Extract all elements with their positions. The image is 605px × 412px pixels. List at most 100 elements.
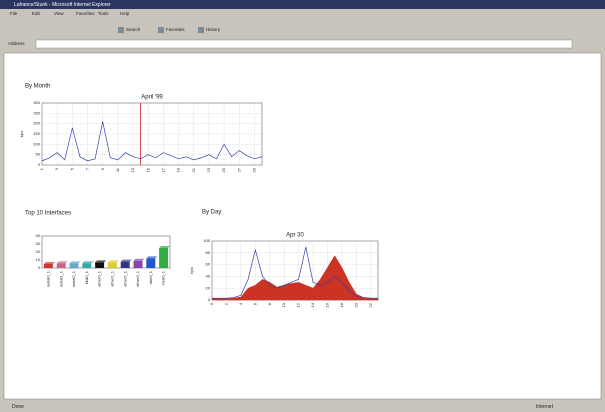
toolbar-button[interactable]: Search [126,27,141,32]
address-label: Address [8,41,25,46]
window-title: Lafrance/Stunk - Microsoft Internet Expl… [14,2,111,8]
x-tick-label: 3 [54,167,59,170]
y-tick-label: 40 [36,233,41,238]
toolbar-icon[interactable] [158,27,164,33]
x-tick-label: 6 [252,302,257,305]
status-text: Done [12,404,24,410]
toolbar-button[interactable]: Favorites [166,27,185,32]
line [41,121,263,162]
x-tick-label: atm0_1 [148,270,153,284]
y-tick-label: 0 [38,265,41,270]
bar [133,260,143,268]
bar-top [120,259,132,262]
x-tick-label: 8 [267,302,272,305]
y-tick-label: 10 [36,257,41,262]
x-tick-label: 9 [100,167,105,170]
x-tick-label: 11 [115,167,120,172]
x-tick-label: ether1_1 [109,270,114,287]
section-title: Top 10 Interfaces [25,211,71,217]
bar [82,263,92,268]
bar [146,258,156,268]
bar-top [43,262,55,264]
x-tick-label: ether3_1 [135,270,140,287]
x-tick-label: 16 [325,302,330,307]
y-tick-label: 0 [208,297,211,302]
x-tick-label: 19 [176,167,181,172]
x-tick-label: 20 [353,302,358,307]
x-tick-label: 0 [209,302,214,305]
y-tick-label: 60 [206,262,211,267]
menu-item[interactable]: Help [120,11,130,16]
x-tick-label: 12 [296,302,301,307]
y-axis-label: bps [189,267,194,273]
bar [95,262,105,268]
x-tick-label: 14 [310,302,315,307]
y-tick-label: 100 [33,141,40,146]
x-tick-label: 5 [69,167,74,170]
y-tick-label: 20 [36,249,41,254]
toolbar-icon[interactable] [118,27,124,33]
x-tick-label: 22 [368,302,373,307]
bar-top [82,261,94,264]
chart-title: Apr 30 [286,233,304,239]
x-tick-label: serial2_1 [71,270,76,287]
bar-top [56,261,68,264]
y-axis-label: bps [19,131,24,137]
bar [107,262,117,268]
y-tick-label: 0 [38,162,41,167]
x-tick-label: 25 [221,167,226,172]
x-tick-label: 23 [206,167,211,172]
y-tick-label: 50 [36,152,41,157]
bar-top [133,258,145,261]
bar [43,264,53,268]
x-tick-label: 18 [339,302,344,307]
x-tick-label: serial0_1 [45,270,50,287]
y-tick-label: 20 [206,285,211,290]
x-tick-label: 21 [191,167,196,172]
bar-top [146,256,158,259]
bar-top [107,260,119,263]
x-tick-label: 2 [223,302,228,305]
x-tick-label: 27 [236,167,241,172]
bar-top [95,260,107,263]
x-tick-label: hssi0_1 [161,270,166,285]
menu-item[interactable]: Edit [32,11,41,16]
toolbar-button[interactable]: History [206,27,221,32]
x-tick-label: 7 [85,167,90,170]
x-tick-label: 17 [160,167,165,172]
menu-item[interactable]: View [54,11,64,16]
bar-top [69,261,81,264]
y-tick-label: 40 [206,273,211,278]
x-tick-label: ether2_1 [122,270,127,287]
menu-item[interactable]: Tools [98,11,109,16]
bar-top [159,246,171,248]
x-tick-label: 29 [251,167,256,172]
title-bar [0,0,605,9]
y-tick-label: 250 [33,110,40,115]
menu-item[interactable]: File [10,11,18,16]
bar [56,263,66,268]
bar [159,248,169,268]
menu-item[interactable]: Favorites [76,11,95,16]
section-title: By Month [25,84,50,90]
section-title: By Day [202,210,221,216]
toolbar-icon[interactable] [198,27,204,33]
x-tick-label: 13 [130,167,135,172]
x-tick-label: fddi0_1 [84,270,89,284]
y-tick-label: 100 [203,238,210,243]
y-tick-label: 150 [33,131,40,136]
chart-title: April '99 [141,95,163,101]
x-tick-label: 4 [238,302,243,305]
bar [69,263,79,268]
y-tick-label: 30 [36,241,41,246]
y-tick-label: 80 [206,250,211,255]
x-tick-label: 1 [39,167,44,170]
x-tick-label: ether0_1 [97,270,102,287]
zone-text: Internet [536,404,554,410]
bar [120,261,130,268]
line [212,246,378,299]
y-tick-label: 300 [33,100,40,105]
address-field[interactable] [35,39,573,49]
y-tick-label: 200 [33,121,40,126]
